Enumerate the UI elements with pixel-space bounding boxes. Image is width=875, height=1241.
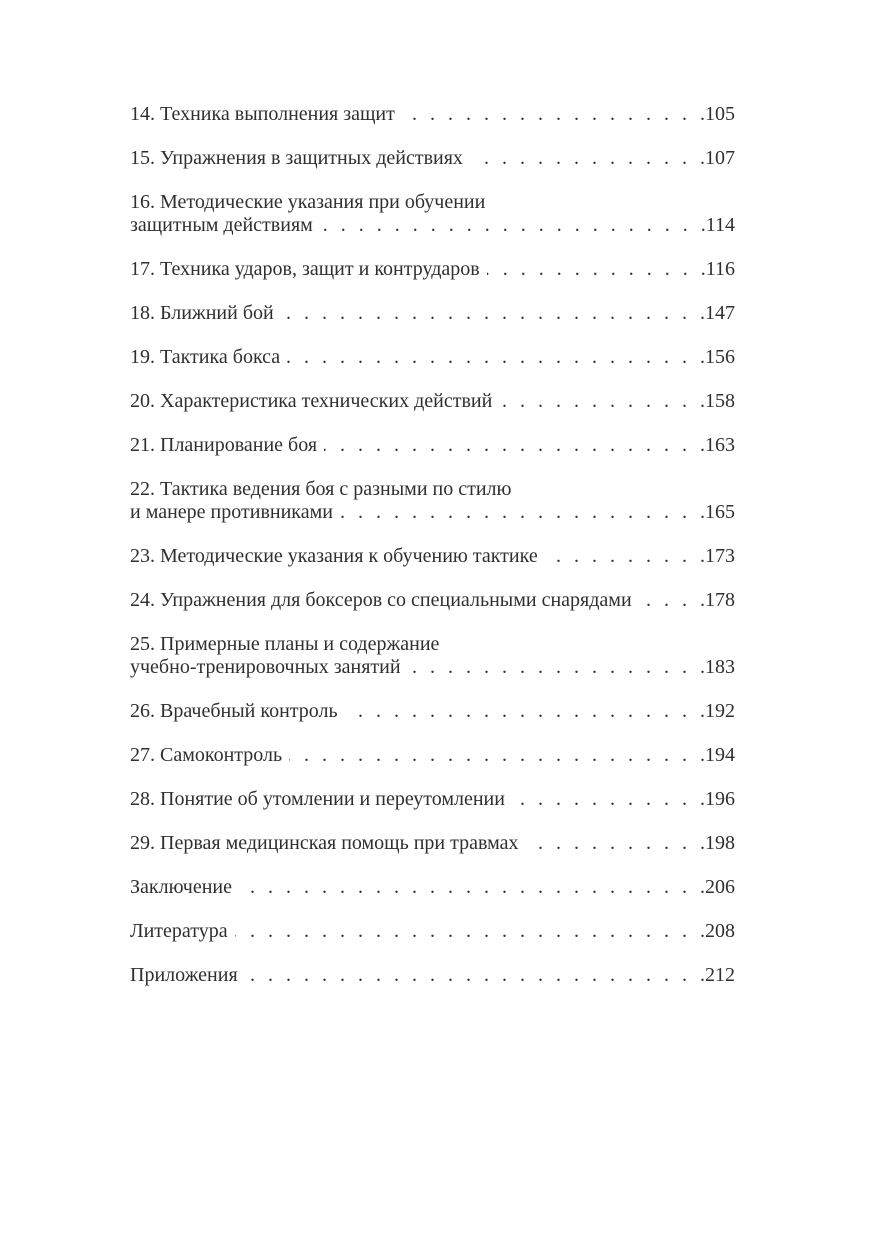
- dot-leader: [239, 876, 705, 899]
- toc-entry: 15. Упражнения в защитных действиях 107: [130, 147, 735, 170]
- dot-leader: [320, 214, 706, 237]
- dot-leader: [487, 258, 706, 281]
- toc-entry: 16. Методические указания при обучении з…: [130, 191, 735, 237]
- dot-leader: [402, 103, 705, 126]
- dot-leader: [512, 788, 705, 811]
- toc-entry-title: 15. Упражнения в защитных действиях: [130, 147, 463, 169]
- toc-page-number: 212: [705, 964, 735, 986]
- toc-entry: 18. Ближний бой 147: [130, 302, 735, 325]
- dot-leader: [408, 656, 705, 679]
- toc-entry-title-line2: учебно-тренировочных занятий: [130, 656, 401, 678]
- toc-entry-title: 21. Планирование боя: [130, 434, 318, 456]
- toc-page-number: 116: [705, 258, 735, 280]
- toc-entry: Литература 208: [130, 920, 735, 943]
- toc-entry-title: Литература: [130, 920, 228, 942]
- toc-page-number: 107: [705, 147, 735, 169]
- toc-page-number: 183: [705, 656, 735, 678]
- toc-entry: 26. Врачебный контроль 192: [130, 700, 735, 723]
- toc-entry: 25. Примерные планы и содержание учебно-…: [130, 633, 735, 679]
- toc-page-number: 196: [705, 788, 735, 810]
- toc-page-number: 114: [705, 214, 735, 236]
- toc-entry-title: 29. Первая медицинская помощь при травма…: [130, 832, 519, 854]
- toc-entry: 21. Планирование боя 163: [130, 434, 735, 457]
- dot-leader: [639, 589, 705, 612]
- toc-page-number: 206: [705, 876, 735, 898]
- toc-entry-title: 20. Характеристика технических действий: [130, 390, 493, 412]
- toc-entry: 29. Первая медицинская помощь при травма…: [130, 832, 735, 855]
- toc-page-number: 165: [705, 501, 735, 523]
- toc-entry-title: 26. Врачебный контроль: [130, 700, 338, 722]
- toc-entry: 14. Техника выполнения защит 105: [130, 103, 735, 126]
- toc-page-number: 147: [705, 302, 735, 324]
- dot-leader: [525, 832, 705, 855]
- toc-entry-title: 18. Ближний бой: [130, 302, 274, 324]
- toc-page-number: 158: [705, 390, 735, 412]
- toc-entry-title: 19. Тактика бокса: [130, 346, 281, 368]
- dot-leader: [289, 744, 705, 767]
- toc-entry: 27. Самоконтроль 194: [130, 744, 735, 767]
- toc-entry: Заключение 206: [130, 876, 735, 899]
- toc-entry: 24. Упражнения для боксеров со специальн…: [130, 589, 735, 612]
- toc-page-number: 105: [705, 103, 735, 125]
- toc-entry-title: 25. Примерные планы и содержание: [130, 633, 440, 655]
- toc-entry-title: 17. Техника ударов, защит и контрударов: [130, 258, 480, 280]
- toc-entry: 17. Техника ударов, защит и контрударов …: [130, 258, 735, 281]
- dot-leader: [287, 346, 705, 369]
- toc-entry-title-line2: защитным действиям: [130, 214, 313, 236]
- toc-page-number: 173: [705, 545, 735, 567]
- toc-entry-title-line2: и манере противниками: [130, 501, 333, 523]
- toc-entry: 22. Тактика ведения боя с разными по сти…: [130, 478, 735, 524]
- toc-entry-title: 24. Упражнения для боксеров со специальн…: [130, 589, 632, 611]
- toc-page-number: 163: [705, 434, 735, 456]
- toc-entry-title: 16. Методические указания при обучении: [130, 191, 486, 213]
- dot-leader: [470, 147, 705, 170]
- dot-leader: [324, 434, 705, 457]
- dot-leader: [245, 964, 705, 987]
- toc-entry: 20. Характеристика технических действий …: [130, 390, 735, 413]
- toc-page-number: 178: [705, 589, 735, 611]
- toc-entry-title: 27. Самоконтроль: [130, 744, 283, 766]
- toc-page-number: 156: [705, 346, 735, 368]
- toc-entry-title: 14. Техника выполнения защит: [130, 103, 395, 125]
- dot-leader: [235, 920, 705, 943]
- dot-leader: [345, 700, 705, 723]
- toc-entry: 23. Методические указания к обучению так…: [130, 545, 735, 568]
- dot-leader: [340, 501, 705, 524]
- toc-page-number: 198: [705, 832, 735, 854]
- toc-entry: 28. Понятие об утомлении и переутомлении…: [130, 788, 735, 811]
- dot-leader: [281, 302, 705, 325]
- toc-page-number: 192: [705, 700, 735, 722]
- toc-entry-title: 22. Тактика ведения боя с разными по сти…: [130, 478, 512, 500]
- toc-entry-title: 23. Методические указания к обучению так…: [130, 545, 538, 567]
- toc-entry: 19. Тактика бокса 156: [130, 346, 735, 369]
- dot-leader: [499, 390, 705, 413]
- toc-entry-title: 28. Понятие об утомлении и переутомлении: [130, 788, 505, 810]
- toc-entry: Приложения 212: [130, 964, 735, 987]
- dot-leader: [545, 545, 705, 568]
- toc-entry-title: Приложения: [130, 964, 238, 986]
- toc-entry-title: Заключение: [130, 876, 232, 898]
- toc-page-number: 194: [705, 744, 735, 766]
- toc-page-number: 208: [705, 920, 735, 942]
